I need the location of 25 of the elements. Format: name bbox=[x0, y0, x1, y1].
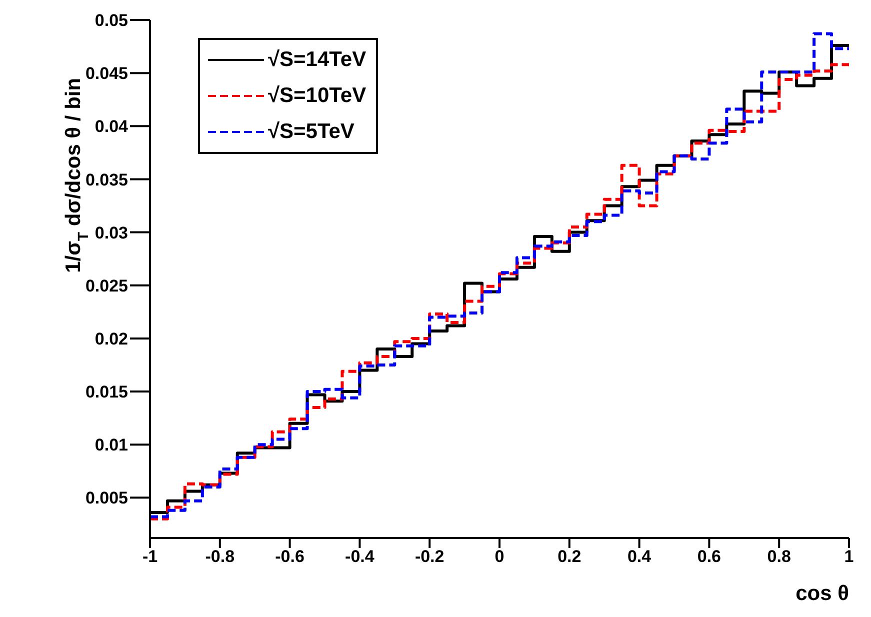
x-tick-label: 0.4 bbox=[627, 547, 652, 566]
y-tick-label: 0.02 bbox=[94, 329, 128, 348]
x-tick-label: 0.2 bbox=[558, 547, 582, 566]
x-tick-label: -0.8 bbox=[205, 547, 235, 566]
x-tick-label: -0.6 bbox=[275, 547, 304, 566]
y-tick-label: 0.05 bbox=[94, 11, 128, 30]
y-tick-label: 0.025 bbox=[85, 276, 128, 296]
y-tick-label: 0.005 bbox=[85, 488, 128, 508]
legend-label: √S=14TeV bbox=[268, 48, 366, 72]
x-tick-label: -0.4 bbox=[345, 547, 375, 566]
x-tick-label: 0.6 bbox=[697, 547, 722, 566]
x-tick-label: 0.8 bbox=[767, 547, 791, 566]
x-tick-label: -0.2 bbox=[414, 547, 444, 566]
y-tick-label: 0.045 bbox=[85, 64, 128, 84]
x-tick-label: -1 bbox=[142, 547, 158, 566]
x-axis-title: cos θ bbox=[796, 582, 849, 605]
y-tick-label: 0.015 bbox=[85, 382, 128, 402]
x-tick-label: 1 bbox=[844, 547, 854, 566]
y-tick-label: 0.04 bbox=[94, 117, 129, 136]
y-tick-label: 0.035 bbox=[85, 170, 128, 190]
x-tick-label: 0 bbox=[494, 547, 504, 566]
legend-label: √S=10TeV bbox=[268, 84, 366, 108]
y-tick-label: 0.03 bbox=[94, 223, 128, 242]
legend-label: √S=5TeV bbox=[268, 120, 354, 144]
y-tick-label: 0.01 bbox=[94, 436, 128, 455]
